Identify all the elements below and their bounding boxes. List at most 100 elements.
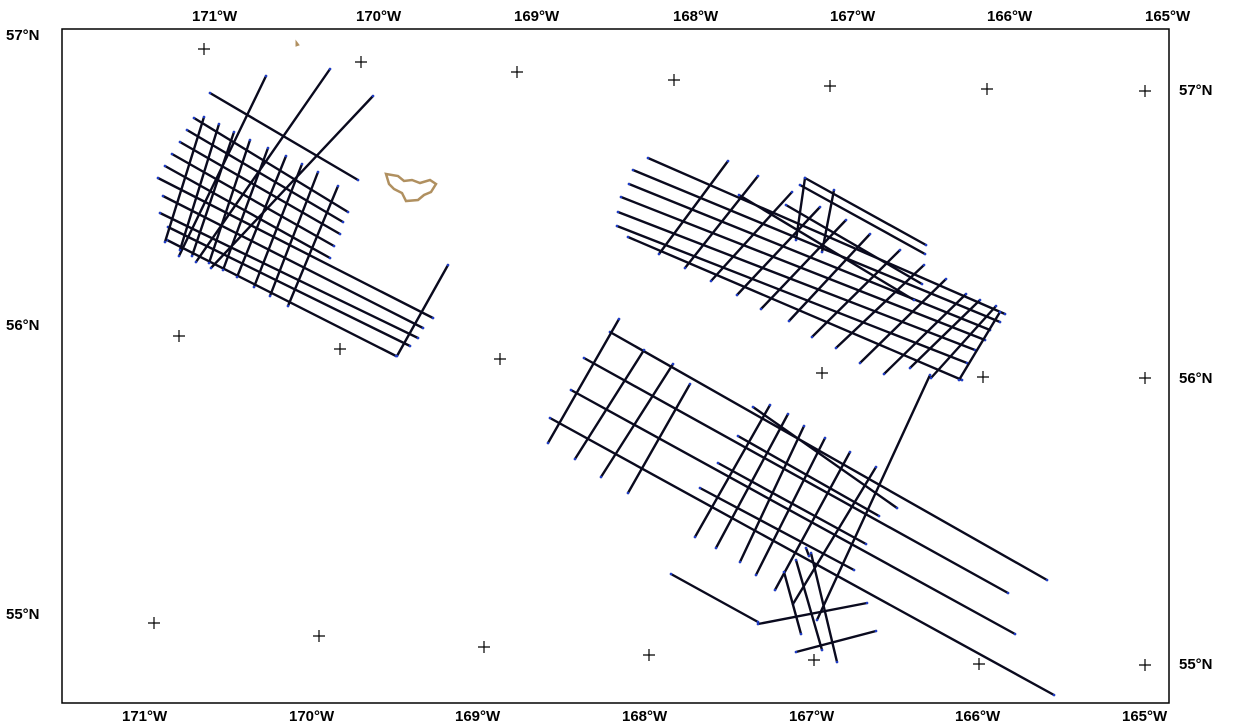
trackline xyxy=(782,570,803,636)
trackline-endpoint xyxy=(671,362,675,366)
trackline-endpoint xyxy=(332,244,336,248)
trackline xyxy=(608,330,1049,582)
trackline-endpoint xyxy=(807,554,811,558)
right-lat-label: 57°N xyxy=(1179,82,1213,99)
trackline-endpoint xyxy=(194,260,198,264)
trackline-endpoint xyxy=(617,317,621,321)
trackline-endpoint xyxy=(209,266,213,270)
trackline xyxy=(798,183,927,256)
graticule-cross xyxy=(173,330,185,342)
trackline xyxy=(657,159,730,256)
trackline-endpoint xyxy=(163,240,167,244)
trackline-endpoint xyxy=(832,188,836,192)
trackline xyxy=(170,152,336,248)
trackline xyxy=(192,116,350,214)
trackline xyxy=(882,292,968,376)
graticule-cross xyxy=(1139,85,1151,97)
trackline-endpoint xyxy=(874,629,878,633)
trackline-endpoint xyxy=(924,243,928,247)
trackline-endpoint xyxy=(185,128,189,132)
bottom-lon-label: 166°W xyxy=(955,708,1001,725)
trackline xyxy=(820,188,836,254)
trackline xyxy=(178,140,342,236)
graticule-cross xyxy=(478,641,490,653)
trackline-endpoint xyxy=(803,176,807,180)
trackline xyxy=(286,184,340,308)
trackline-endpoint xyxy=(794,650,798,654)
trackline xyxy=(616,210,977,352)
graticule-cross xyxy=(977,371,989,383)
trackline-endpoint xyxy=(161,194,165,198)
trackline-endpoint xyxy=(998,320,1002,324)
trackline xyxy=(834,263,926,350)
trackline-endpoint xyxy=(716,461,720,465)
trackline-endpoint xyxy=(874,465,878,469)
top-lon-label: 166°W xyxy=(987,8,1033,25)
trackline xyxy=(582,356,1010,595)
trackline xyxy=(773,450,852,592)
trackline xyxy=(735,205,822,297)
left-lat-label: 55°N xyxy=(6,606,40,623)
trackline xyxy=(631,168,1002,324)
trackline-endpoint xyxy=(615,224,619,228)
trackline-endpoint xyxy=(784,203,788,207)
trackline-endpoint xyxy=(328,67,332,71)
graticule-cross xyxy=(1139,659,1151,671)
trackline-endpoint xyxy=(834,346,838,350)
graticule-cross xyxy=(148,617,160,629)
trackline-endpoint xyxy=(582,356,586,360)
trackline-endpoint xyxy=(192,116,196,120)
trackline xyxy=(737,193,916,302)
trackline-endpoint xyxy=(371,94,375,98)
trackline-endpoint xyxy=(356,178,360,182)
graticule-cross xyxy=(643,649,655,661)
trackline-endpoint xyxy=(928,373,932,377)
trackline-endpoint xyxy=(782,570,786,574)
trackline xyxy=(569,388,1017,636)
left-lat-label: 56°N xyxy=(6,317,40,334)
left-latitude-labels: 57°N 56°N 55°N xyxy=(6,27,40,623)
trackline-endpoint xyxy=(217,122,221,126)
trackline-endpoint xyxy=(978,298,982,302)
trackline-endpoint xyxy=(627,182,631,186)
islet-coastline xyxy=(295,39,300,47)
trackline-endpoint xyxy=(794,238,798,242)
trackline-endpoint xyxy=(768,403,772,407)
trackline xyxy=(669,572,760,624)
graticule-cross xyxy=(981,83,993,95)
trackline-endpoint xyxy=(1045,578,1049,582)
trackline-endpoint xyxy=(421,326,425,330)
trackline-endpoint xyxy=(714,546,718,550)
trackline-endpoint xyxy=(642,348,646,352)
trackline-endpoint xyxy=(709,279,713,283)
map-frame xyxy=(61,28,1170,704)
trackline xyxy=(815,373,932,622)
trackline xyxy=(804,546,811,558)
trackline-endpoint xyxy=(626,491,630,495)
trackline xyxy=(784,203,924,286)
trackline-endpoint xyxy=(929,376,933,380)
trackline-endpoint xyxy=(756,622,760,626)
trackline-endpoint xyxy=(944,277,948,281)
trackline-endpoint xyxy=(868,232,872,236)
trackline-endpoint xyxy=(957,378,961,382)
trackline-endpoint xyxy=(726,159,730,163)
trackline-endpoint xyxy=(573,457,577,461)
trackline-endpoint xyxy=(626,235,630,239)
trackline-endpoint xyxy=(646,156,650,160)
trackline xyxy=(809,551,839,664)
trackline-endpoint xyxy=(657,252,661,256)
trackline-endpoint xyxy=(546,441,550,445)
trackline xyxy=(810,248,902,339)
trackline xyxy=(252,162,304,289)
trackline-endpoint xyxy=(284,154,288,158)
trackline-endpoint xyxy=(599,475,603,479)
trackline xyxy=(794,176,807,242)
trackline xyxy=(794,629,878,654)
graticule-cross xyxy=(816,367,828,379)
top-lon-label: 167°W xyxy=(830,8,876,25)
trackline-endpoint xyxy=(895,506,899,510)
trackline-endpoint xyxy=(416,336,420,340)
bottom-lon-label: 169°W xyxy=(455,708,501,725)
trackline xyxy=(709,190,794,283)
